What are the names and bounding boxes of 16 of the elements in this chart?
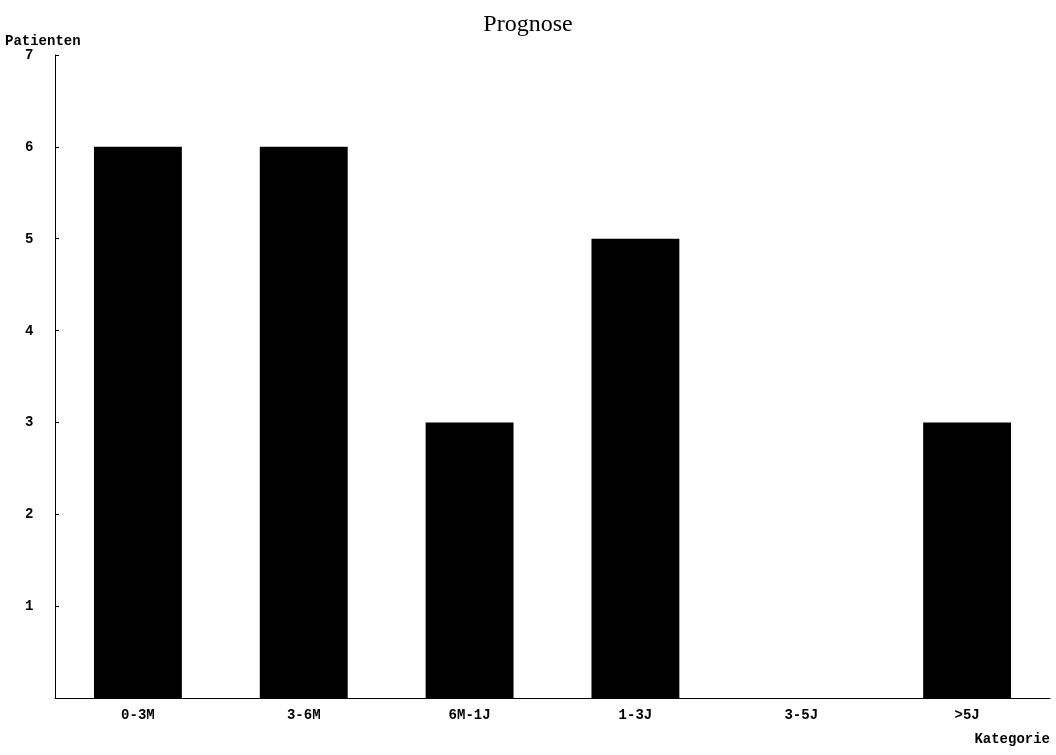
y-tick-label: 6 xyxy=(25,138,34,155)
x-tick-label: 1-3J xyxy=(618,707,653,723)
y-tick-label: 2 xyxy=(25,506,34,523)
x-tick-label: 6M-1J xyxy=(448,707,491,723)
chart-title: Prognose xyxy=(483,10,573,36)
y-tick-label: 4 xyxy=(25,322,34,339)
x-tick-label: 3-5J xyxy=(784,707,819,723)
x-tick-label: 0-3M xyxy=(121,707,155,723)
y-tick-label: 1 xyxy=(25,598,34,615)
x-tick-label: >5J xyxy=(954,707,980,723)
x-axis-title: Kategorie xyxy=(974,731,1050,747)
y-tick-label: 3 xyxy=(25,414,34,431)
y-axis-title: Patienten xyxy=(5,33,81,50)
y-tick-label: 5 xyxy=(25,230,34,247)
y-tick-label: 7 xyxy=(25,47,34,63)
x-tick-label: 3-6M xyxy=(286,707,321,723)
